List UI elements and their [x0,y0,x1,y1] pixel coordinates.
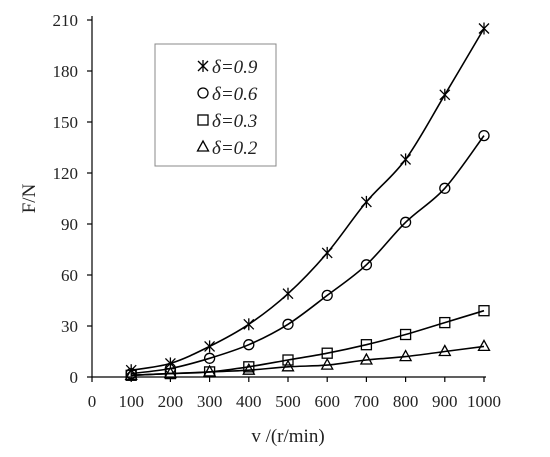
series-layer [124,22,491,381]
legend-item: δ=0.9 [197,57,258,78]
series-line [131,135,485,375]
data-point-star [400,153,412,166]
data-point-square [478,305,490,317]
x-tick-label: 1000 [467,392,501,411]
legend-label: δ=0.2 [212,138,258,159]
legend-label: δ=0.9 [212,57,258,78]
data-point-star [360,195,372,208]
legend-label: δ=0.3 [212,111,257,132]
data-point-circle [399,216,412,228]
x-tick-label: 800 [393,392,419,411]
x-tick-label: 500 [275,392,301,411]
data-point-square [360,339,373,351]
y-tick-label: 120 [53,164,79,183]
data-point-square [399,328,412,341]
data-point-triangle [399,349,413,362]
y-tick-label: 90 [61,215,78,234]
legend-item: δ=0.3 [197,111,257,132]
y-tick-label: 0 [70,368,79,387]
data-point-triangle [477,339,491,352]
data-point-star [282,287,294,300]
y-tick-label: 60 [61,266,78,285]
axis-titles: F/N v /(r/min) [19,183,325,447]
x-tick-label: 700 [354,392,380,411]
data-point-triangle [359,352,373,365]
legend-box [154,43,277,167]
data-point-circle [203,352,216,364]
x-tick-label: 100 [118,392,144,411]
data-point-star [197,60,209,72]
y-axis-title: F/N [19,183,40,213]
data-point-triangle [438,344,452,357]
data-point-star [204,340,216,353]
series-square [125,305,490,381]
x-tick-label: 600 [314,392,340,411]
data-point-star [243,318,255,331]
data-point-circle [243,339,255,351]
data-point-star [478,22,490,35]
legend: δ=0.9 δ=0.6 δ=0.3 δ=0.2 [154,43,277,167]
x-tick-label: 0 [88,392,97,411]
x-tick-label: 400 [236,392,262,411]
y-tick-label: 210 [53,11,79,30]
x-tick-label: 200 [158,392,184,411]
ticks: 0 30 60 90 120 150 180 210 0 100 200 300 400 500 600 70… [53,11,502,411]
data-point-circle [197,87,209,99]
series-circle [125,129,490,380]
series-line [131,345,485,377]
data-point-circle [360,259,373,271]
series-line [131,28,485,371]
legend-item: δ=0.6 [197,84,258,105]
data-point-star [321,246,333,259]
data-point-square [197,114,209,126]
data-point-triangle [203,364,217,377]
y-tick-label: 30 [61,317,78,336]
series-triangle [124,339,491,380]
data-point-triangle [196,139,210,152]
data-point-circle [439,182,451,194]
y-tick-label: 150 [53,113,79,132]
data-point-triangle [281,359,295,372]
data-point-circle [282,318,294,330]
legend-item: δ=0.2 [196,138,258,159]
legend-label: δ=0.6 [212,84,258,105]
data-point-square [243,361,255,373]
data-point-triangle [242,362,256,375]
data-point-triangle [320,357,334,370]
data-point-circle [478,129,490,142]
data-point-square [439,316,451,329]
data-point-triangle [163,366,177,379]
x-tick-label: 300 [197,392,223,411]
data-point-square [282,354,294,366]
x-tick-label: 900 [432,392,458,411]
data-point-star [439,88,451,101]
y-tick-label: 180 [53,62,79,81]
data-point-triangle [124,367,138,380]
x-axis-title: v /(r/min) [251,426,324,447]
data-point-circle [321,289,333,302]
axes [91,16,486,378]
